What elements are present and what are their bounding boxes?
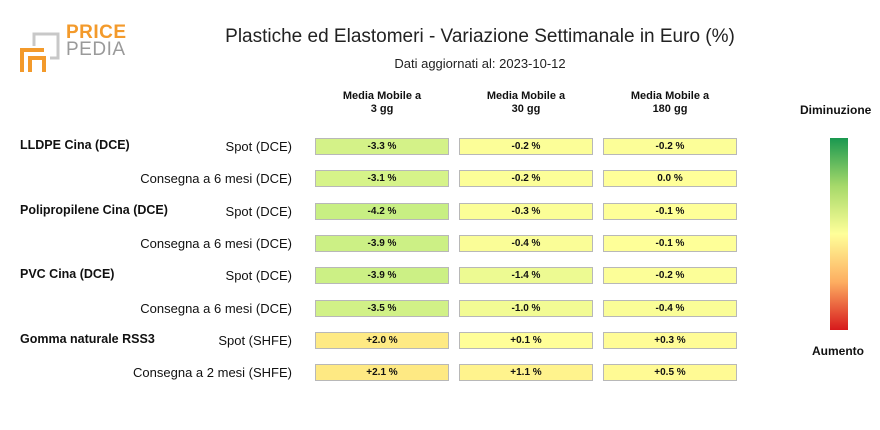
- value-cell: -4.2 %: [315, 202, 449, 220]
- pricepedia-logo: PRICE PEDIA: [20, 22, 130, 74]
- value-cell: -0.2 %: [603, 138, 737, 155]
- chart-subtitle: Dati aggiornati al: 2023-10-12: [394, 56, 566, 71]
- value-cell: -3.9 %: [315, 267, 449, 285]
- value-cell: -0.4 %: [603, 299, 737, 317]
- row-label: Spot (DCE): [225, 268, 292, 284]
- group-name: Polipropilene Cina (DCE): [20, 202, 168, 217]
- value-cell: -0.4 %: [459, 234, 593, 252]
- value-cell: -0.2 %: [459, 138, 593, 155]
- logo-mark-icon: [20, 32, 60, 72]
- value-cell: 0.0 %: [603, 170, 737, 188]
- value-cell: +2.0 %: [315, 331, 449, 349]
- value-cell: -3.1 %: [315, 170, 449, 188]
- row-label: Consegna a 6 mesi (DCE): [140, 235, 292, 251]
- group-name: LLDPE Cina (DCE): [20, 138, 130, 152]
- value-cell: -3.3 %: [315, 138, 449, 155]
- logo-pedia-text: PEDIA: [66, 39, 126, 60]
- value-cell: -0.1 %: [603, 234, 737, 252]
- value-cell: -1.0 %: [459, 299, 593, 317]
- row-label: Spot (SHFE): [218, 332, 292, 348]
- value-cell: -3.5 %: [315, 299, 449, 317]
- legend-top-label: Diminuzione: [800, 103, 872, 117]
- value-cell: -0.2 %: [603, 267, 737, 285]
- legend-bottom-label: Aumento: [812, 344, 864, 358]
- column-header: Media Mobile a 30 gg: [486, 90, 566, 115]
- value-cell: +2.1 %: [315, 364, 449, 382]
- value-cell: +0.3 %: [603, 331, 737, 349]
- column-header: Media Mobile a 180 gg: [630, 90, 710, 115]
- row-label: Consegna a 6 mesi (DCE): [140, 300, 292, 316]
- color-scale-bar: [830, 138, 848, 330]
- value-cell: -0.1 %: [603, 202, 737, 220]
- row-label: Consegna a 2 mesi (SHFE): [133, 365, 292, 381]
- row-label: Spot (DCE): [225, 203, 292, 219]
- logo-price-text: PRICE: [66, 22, 127, 43]
- value-cell: +1.1 %: [459, 364, 593, 382]
- value-cell: -3.9 %: [315, 234, 449, 252]
- row-label: Spot (DCE): [225, 139, 292, 154]
- value-cell: +0.5 %: [603, 364, 737, 382]
- chart-title: Plastiche ed Elastomeri - Variazione Set…: [225, 26, 735, 47]
- value-cell: +0.1 %: [459, 331, 593, 349]
- value-cell: -1.4 %: [459, 267, 593, 285]
- value-cell: -0.2 %: [459, 170, 593, 188]
- group-name: PVC Cina (DCE): [20, 267, 115, 282]
- value-cell: -0.3 %: [459, 202, 593, 220]
- group-name: Gomma naturale RSS3: [20, 331, 155, 346]
- row-label: Consegna a 6 mesi (DCE): [140, 171, 292, 187]
